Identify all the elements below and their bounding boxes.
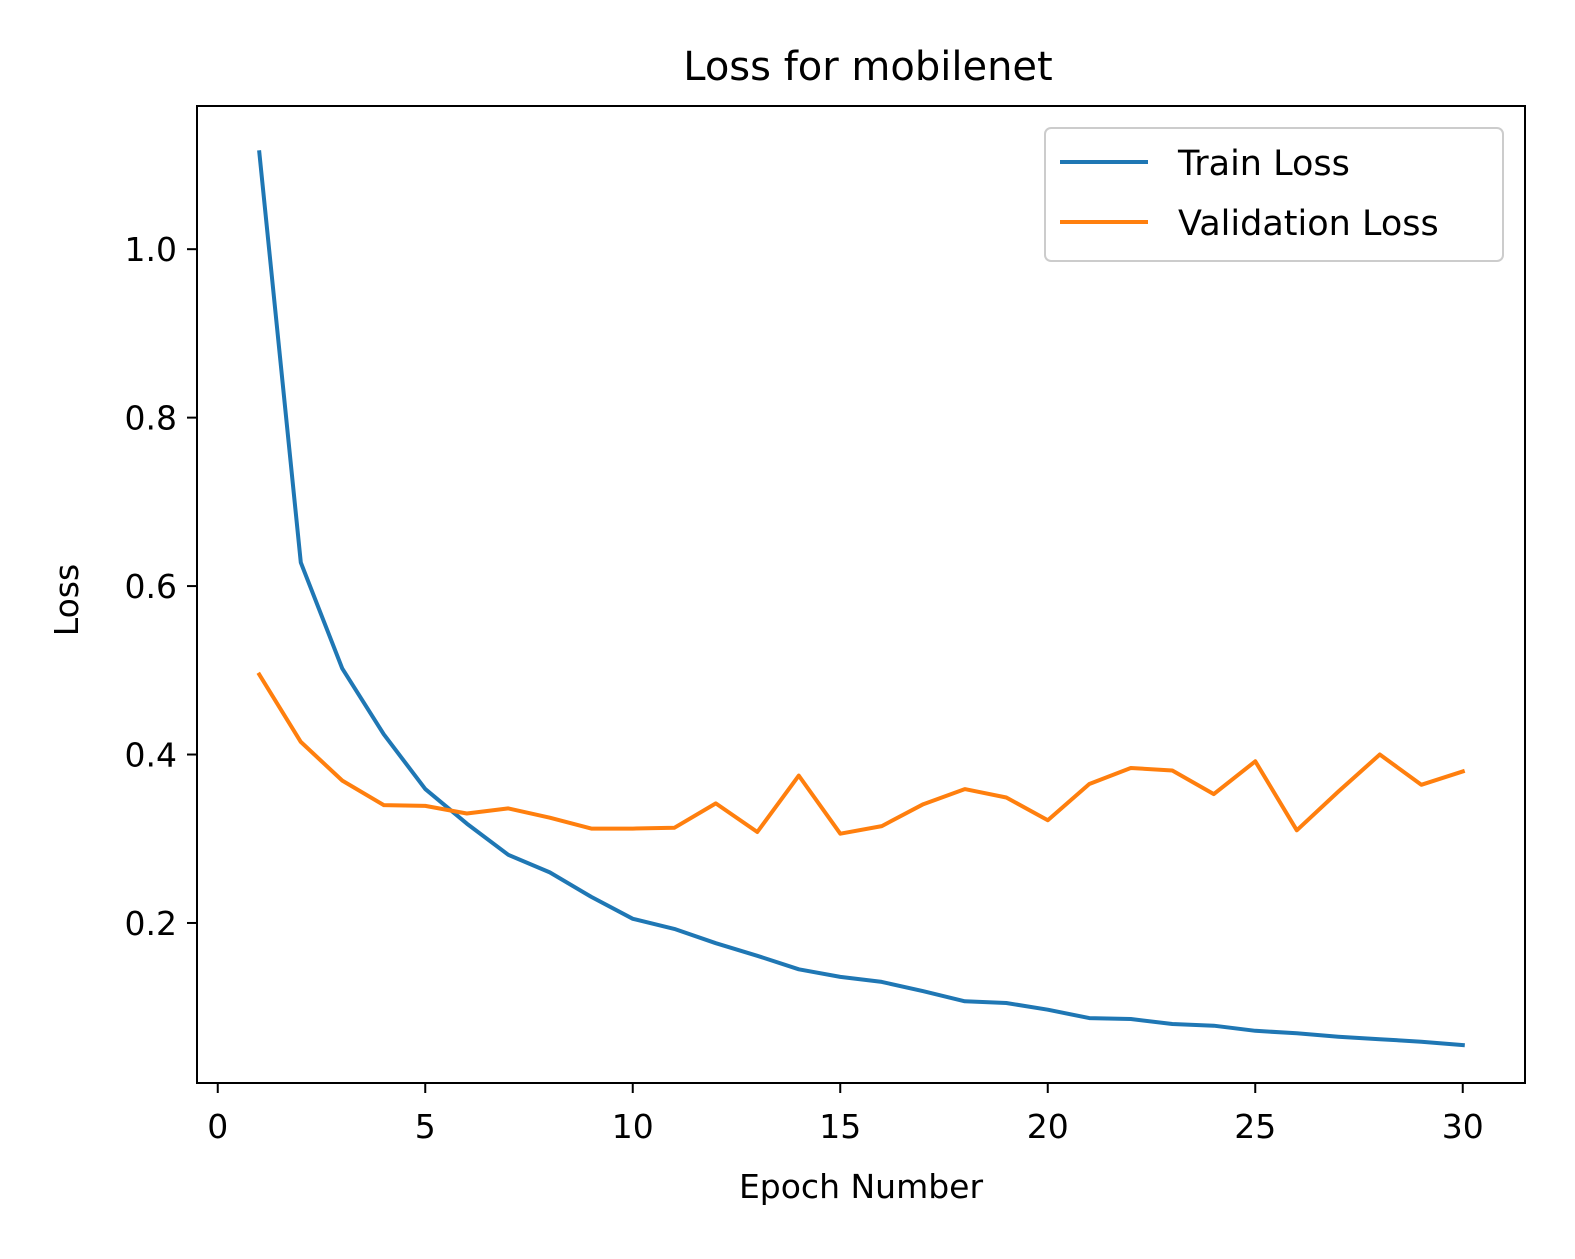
x-tick-label: 25 [1234, 1107, 1276, 1146]
legend-label-train-loss: Train Loss [1177, 144, 1350, 184]
legend: Train Loss Validation Loss [1044, 127, 1504, 262]
y-axis-ticks: 0.2 0.4 0.6 0.8 1.0 [125, 230, 197, 943]
y-tick-label: 1.0 [125, 230, 177, 269]
series-layer [256, 150, 1466, 1048]
x-axis-ticks: 0 5 10 15 20 25 30 [207, 1083, 1484, 1146]
x-tick-label: 0 [207, 1107, 228, 1146]
series-line-validation-loss [256, 671, 1466, 836]
y-tick-label: 0.4 [125, 736, 177, 775]
x-tick-label: 5 [415, 1107, 436, 1146]
legend-box [1044, 127, 1504, 262]
x-tick-label: 20 [1027, 1107, 1069, 1146]
y-tick-label: 0.2 [125, 904, 177, 943]
plot-area [196, 105, 1526, 1084]
chart-title: Loss for mobilenet [683, 44, 1052, 90]
series-line-train-loss [257, 150, 1465, 1048]
x-tick-label: 10 [612, 1107, 654, 1146]
x-tick-label: 30 [1442, 1107, 1484, 1146]
y-axis-label: Loss [47, 564, 86, 636]
y-tick-label: 0.6 [125, 567, 177, 606]
y-tick-label: 0.8 [125, 399, 177, 438]
legend-label-validation-loss: Validation Loss [1178, 204, 1439, 244]
x-tick-label: 15 [819, 1107, 861, 1146]
axes-frame [196, 105, 1526, 1084]
x-axis-label: Epoch Number [739, 1167, 984, 1206]
